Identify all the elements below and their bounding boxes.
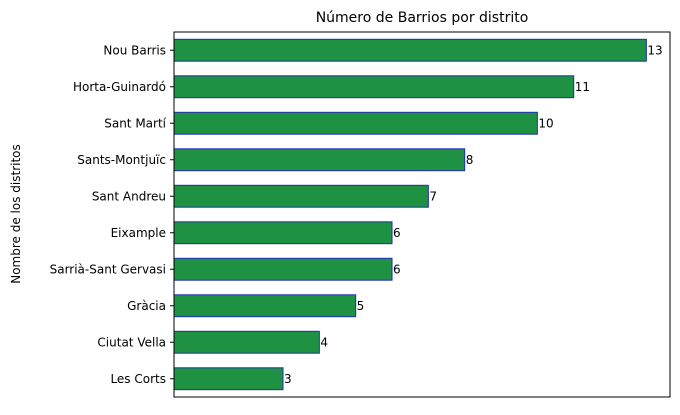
bar [173,148,466,172]
data-label: 13 [647,43,662,57]
data-label: 5 [357,299,365,313]
bar [173,257,393,281]
data-label: 6 [393,262,401,276]
data-label: 3 [284,372,292,386]
y-tick-label: Sant Andreu [92,189,166,203]
y-axis-label: Nombre de los distritos [9,144,23,284]
bar [173,221,393,245]
bar [173,184,429,208]
y-tick-label: Sants-Montjuïc [77,153,166,167]
y-tick-label: Sant Martí [104,116,166,130]
bar [173,111,538,135]
y-tick-label: Les Corts [110,372,166,386]
bar [173,294,357,318]
y-tick-label: Sarrià-Sant Gervasi [50,262,166,276]
y-tick-label: Eixample [111,226,166,240]
data-label: 10 [538,116,553,130]
data-label: 4 [320,335,328,349]
bar [173,367,284,391]
bar [173,38,647,62]
data-label: 8 [466,153,474,167]
chart-title: Número de Barrios por distrito [316,10,529,26]
bar [173,330,320,354]
plot-area-frame [173,31,671,398]
data-label: 7 [429,189,437,203]
y-tick-labels: Les Corts Ciutat Vella Gràcia Sarrià-Sant G… [50,43,174,386]
y-tick-label: Horta-Guinardó [73,80,166,94]
data-label: 11 [575,80,590,94]
data-label: 6 [393,226,401,240]
bar [173,75,575,99]
y-tick-label: Nou Barris [103,43,166,57]
y-tick-label: Gràcia [127,299,166,313]
data-labels: 3 4 5 6 6 7 8 10 11 13 [284,43,663,386]
y-tick-label: Ciutat Vella [97,335,166,349]
